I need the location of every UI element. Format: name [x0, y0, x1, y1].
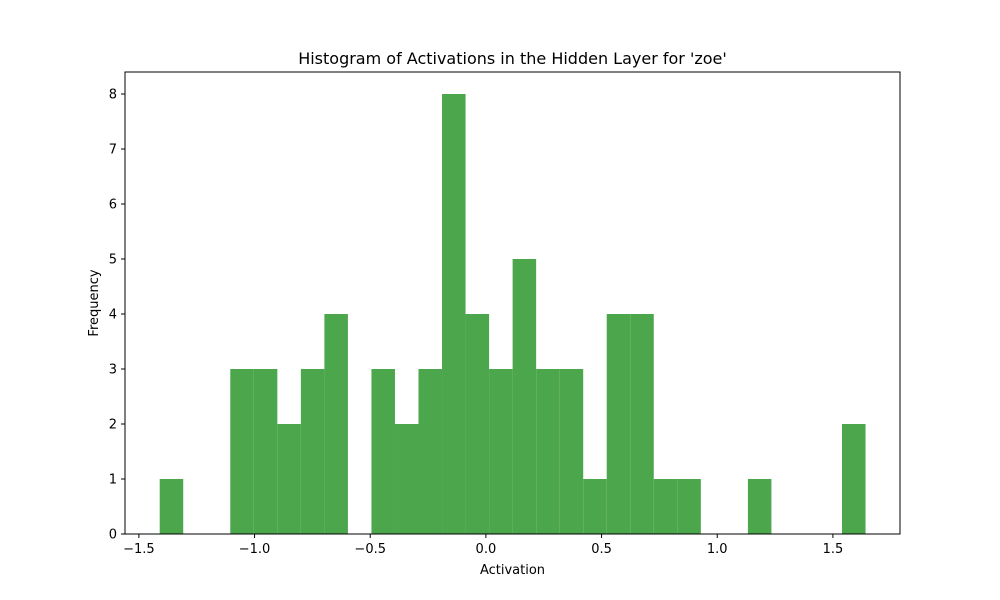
histogram-bar — [418, 369, 443, 534]
x-axis: −1.5 −1.0 −0.5 0.0 0.5 1.0 1.5 — [123, 534, 843, 557]
y-axis: 0 1 2 3 4 5 6 7 8 — [109, 88, 125, 543]
y-tick-label: 3 — [109, 363, 117, 378]
histogram-bar — [842, 424, 866, 534]
histogram-bar — [583, 479, 607, 534]
histogram-bar — [747, 479, 772, 534]
histogram-bar — [512, 259, 537, 534]
histogram-bar — [489, 369, 513, 534]
histogram-bar — [536, 369, 560, 534]
bars-layer — [159, 94, 866, 534]
plot-frame — [124, 71, 901, 535]
histogram-bar — [630, 314, 654, 534]
x-tick-label: 0.0 — [476, 542, 497, 557]
x-tick-label: 0.5 — [591, 542, 612, 557]
y-tick-label: 5 — [109, 253, 117, 268]
y-tick-label: 4 — [109, 308, 117, 323]
x-tick-label: 1.0 — [707, 542, 728, 557]
histogram-bar — [442, 94, 466, 534]
y-tick-label: 1 — [109, 473, 117, 488]
histogram-bar — [277, 424, 301, 534]
x-axis-label: Activation — [480, 563, 545, 578]
y-tick-label: 8 — [109, 88, 117, 103]
x-tick-label: −0.5 — [354, 542, 386, 557]
histogram-bar — [300, 369, 325, 534]
histogram-bar — [653, 479, 678, 534]
x-tick-label: −1.5 — [123, 542, 155, 557]
histogram-bar — [394, 424, 419, 534]
histogram-bar — [677, 479, 701, 534]
histogram-bar — [230, 369, 254, 534]
y-tick-label: 7 — [109, 143, 117, 158]
histogram-bar — [253, 369, 278, 534]
histogram-bar — [606, 314, 631, 534]
histogram-bar — [465, 314, 490, 534]
histogram-bar — [324, 314, 348, 534]
chart-title: Histogram of Activations in the Hidden L… — [298, 49, 727, 68]
x-tick-label: −1.0 — [239, 542, 271, 557]
x-tick-label: 1.5 — [823, 542, 844, 557]
histogram-bar — [371, 369, 395, 534]
histogram-bar — [159, 479, 184, 534]
y-tick-label: 6 — [109, 198, 117, 213]
histogram-bar — [559, 369, 584, 534]
y-tick-label: 2 — [109, 418, 117, 433]
y-axis-label: Frequency — [87, 269, 102, 336]
y-tick-label: 0 — [109, 528, 117, 543]
